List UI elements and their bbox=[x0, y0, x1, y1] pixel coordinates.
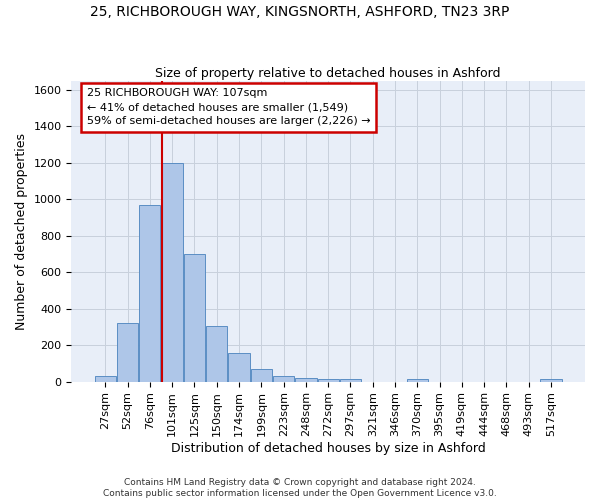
Text: Contains HM Land Registry data © Crown copyright and database right 2024.
Contai: Contains HM Land Registry data © Crown c… bbox=[103, 478, 497, 498]
Bar bbox=[340, 379, 361, 382]
Bar bbox=[206, 326, 227, 382]
X-axis label: Distribution of detached houses by size in Ashford: Distribution of detached houses by size … bbox=[171, 442, 485, 455]
Bar bbox=[273, 376, 294, 382]
Title: Size of property relative to detached houses in Ashford: Size of property relative to detached ho… bbox=[155, 66, 501, 80]
Bar bbox=[229, 354, 250, 382]
Bar bbox=[317, 379, 339, 382]
Bar bbox=[251, 369, 272, 382]
Bar bbox=[95, 376, 116, 382]
Bar bbox=[184, 254, 205, 382]
Y-axis label: Number of detached properties: Number of detached properties bbox=[15, 132, 28, 330]
Text: 25 RICHBOROUGH WAY: 107sqm
← 41% of detached houses are smaller (1,549)
59% of s: 25 RICHBOROUGH WAY: 107sqm ← 41% of deta… bbox=[87, 88, 370, 126]
Bar bbox=[139, 204, 160, 382]
Text: 25, RICHBOROUGH WAY, KINGSNORTH, ASHFORD, TN23 3RP: 25, RICHBOROUGH WAY, KINGSNORTH, ASHFORD… bbox=[91, 5, 509, 19]
Bar bbox=[161, 162, 183, 382]
Bar bbox=[541, 379, 562, 382]
Bar bbox=[117, 323, 138, 382]
Bar bbox=[295, 378, 317, 382]
Bar bbox=[407, 379, 428, 382]
